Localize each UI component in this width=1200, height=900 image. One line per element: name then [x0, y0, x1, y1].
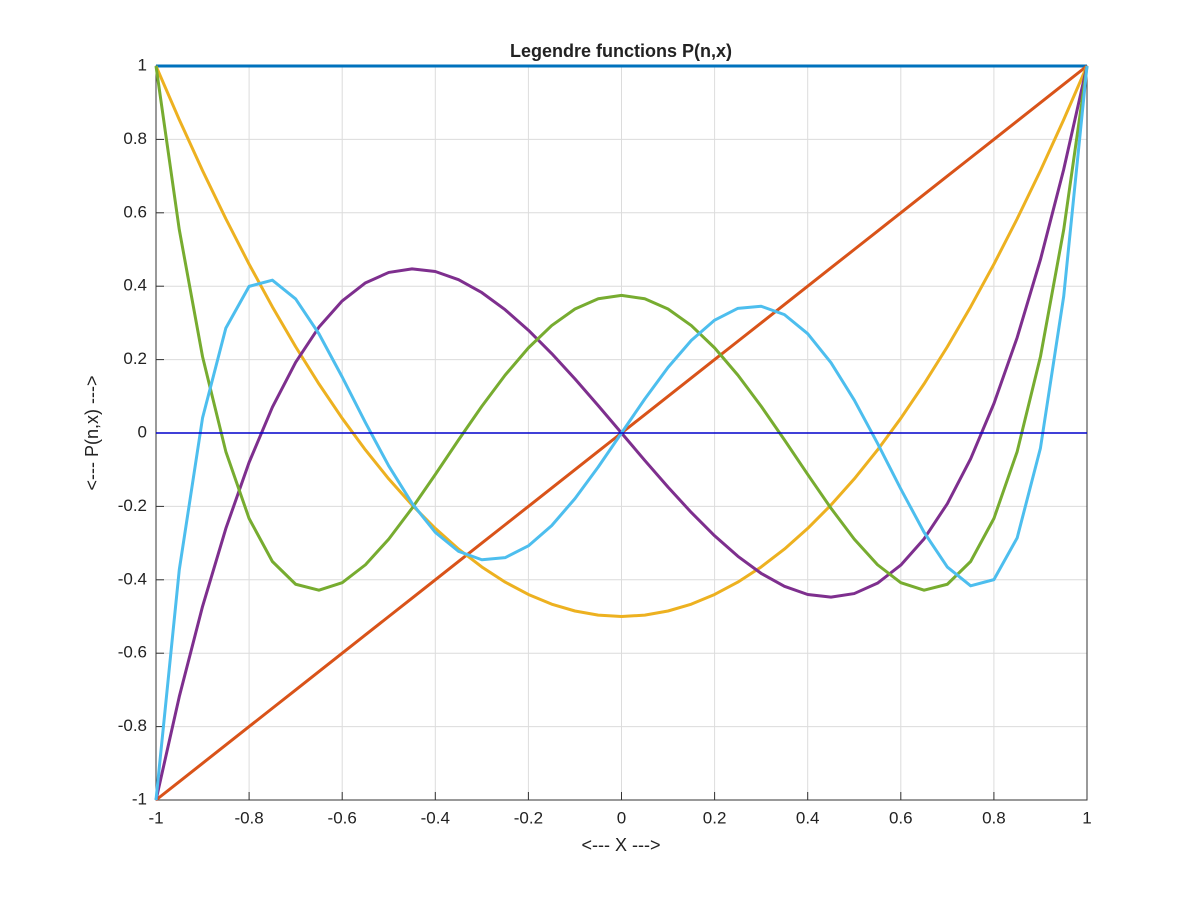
line-series: [154, 65, 1089, 618]
line-series: [154, 65, 1089, 592]
y-tick-label: -0.4: [118, 569, 147, 588]
x-tick-label: 0.2: [703, 808, 727, 827]
y-axis-label: <--- P(n,x) --->: [82, 376, 102, 491]
y-tick-label: 1: [138, 55, 147, 74]
y-tick-label: -0.8: [118, 716, 147, 735]
y-tick-label: -0.2: [118, 496, 147, 515]
x-tick-label: 1: [1082, 808, 1091, 827]
y-tick-label: 0.8: [123, 129, 147, 148]
x-tick-label: 0.6: [889, 808, 913, 827]
x-tick-label: -1: [148, 808, 163, 827]
chart-title: Legendre functions P(n,x): [510, 41, 732, 61]
y-tick-label: 0.6: [123, 202, 147, 221]
x-tick-label: -0.4: [421, 808, 450, 827]
y-tick-label: -1: [132, 789, 147, 808]
x-tick-label: 0: [617, 808, 626, 827]
x-tick-label: 0.4: [796, 808, 820, 827]
y-tick-label: 0.4: [123, 276, 147, 295]
x-axis-label: <--- X --->: [582, 835, 661, 855]
x-tick-label: -0.2: [514, 808, 543, 827]
y-tick-label: 0: [138, 422, 147, 441]
y-tick-label: 0.2: [123, 349, 147, 368]
x-tick-label: 0.8: [982, 808, 1006, 827]
x-tick-label: -0.6: [328, 808, 357, 827]
x-tick-label: -0.8: [234, 808, 263, 827]
y-tick-label: -0.6: [118, 643, 147, 662]
